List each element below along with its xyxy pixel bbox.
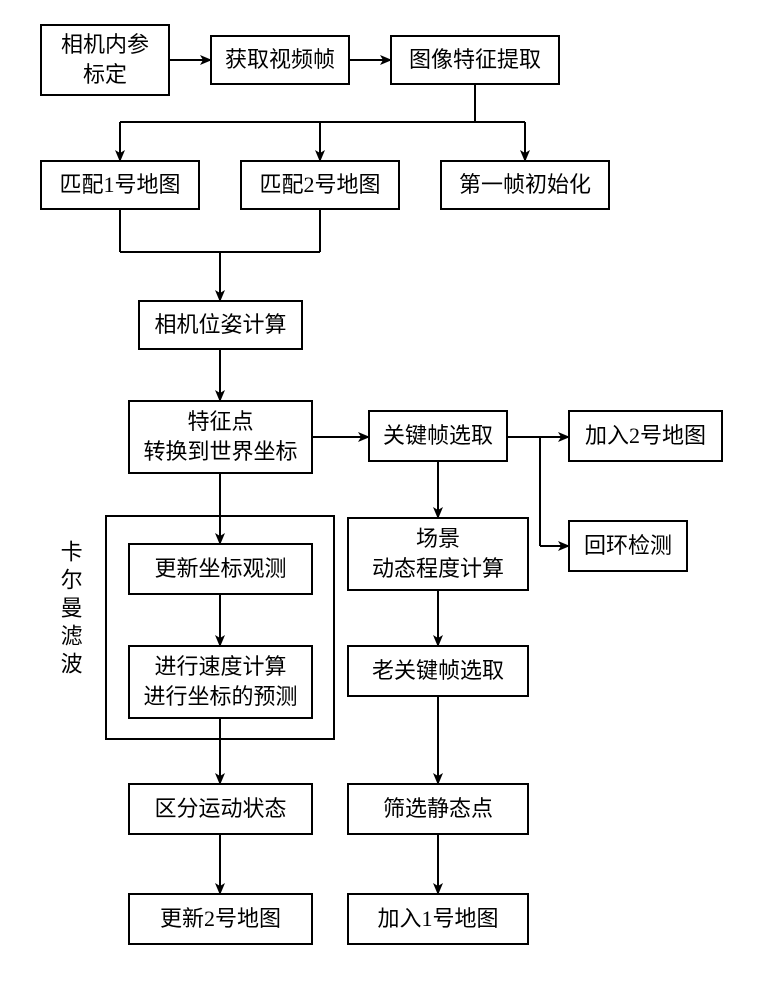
kalman-label: 卡尔曼滤波 (55, 540, 84, 680)
node-camera-intrinsics: 相机内参 标定 (40, 24, 170, 96)
node-motion-state: 区分运动状态 (128, 783, 313, 835)
node-loop-detect: 回环检测 (568, 520, 688, 572)
node-pose-calc: 相机位姿计算 (138, 300, 303, 350)
node-match-map2: 匹配2号地图 (240, 160, 400, 210)
node-filter-static: 筛选静态点 (347, 783, 529, 835)
node-add-map2: 加入2号地图 (568, 410, 723, 462)
node-first-frame-init: 第一帧初始化 (440, 160, 610, 210)
node-add-map1: 加入1号地图 (347, 893, 529, 945)
node-old-keyframe: 老关键帧选取 (347, 645, 529, 697)
arrows-layer (0, 0, 759, 1000)
node-scene-dynamic: 场景 动态程度计算 (347, 517, 529, 591)
diagram-canvas: 卡尔曼滤波 相机内参 标定 获取视频帧 图像特征提取 匹配1号地图 匹配2号地图… (0, 0, 759, 1000)
node-keyframe-select: 关键帧选取 (368, 410, 508, 462)
node-to-world-coord: 特征点 转换到世界坐标 (128, 400, 313, 474)
node-update-map2: 更新2号地图 (128, 893, 313, 945)
node-velocity-predict: 进行速度计算 进行坐标的预测 (128, 645, 313, 719)
node-get-frame: 获取视频帧 (210, 35, 350, 85)
node-update-observation: 更新坐标观测 (128, 543, 313, 595)
node-match-map1: 匹配1号地图 (40, 160, 200, 210)
node-feature-extract: 图像特征提取 (390, 35, 560, 85)
